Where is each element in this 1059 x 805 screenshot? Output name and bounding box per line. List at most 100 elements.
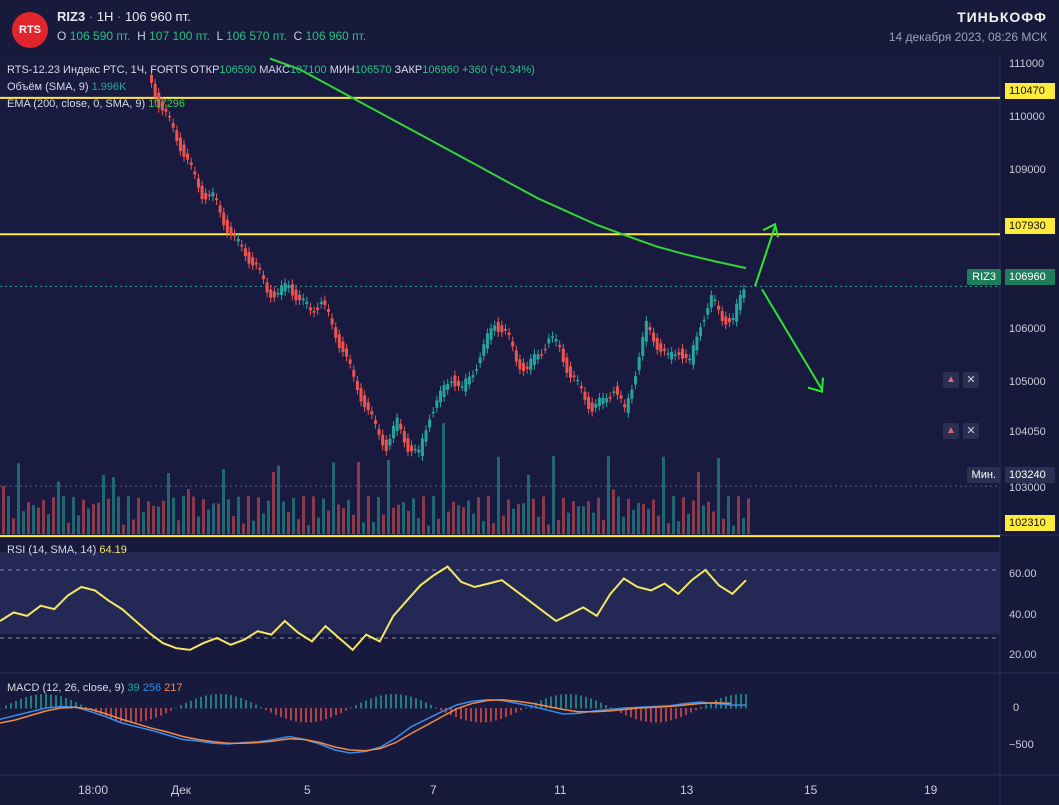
macd-hist-bar bbox=[500, 708, 502, 720]
volume-bar bbox=[227, 499, 230, 534]
candle bbox=[550, 336, 554, 338]
volume-bar bbox=[117, 496, 120, 534]
volume-bar bbox=[2, 486, 5, 534]
macd-hist-bar bbox=[345, 708, 347, 711]
candle bbox=[641, 337, 645, 356]
interval[interactable]: 1H bbox=[96, 9, 114, 24]
rsi-tick: 20.00 bbox=[1009, 649, 1037, 661]
candle bbox=[637, 357, 641, 371]
chart-area[interactable]: RTS-12.23 Индекс РТС, 1Ч, FORTS ОТКР1065… bbox=[0, 56, 1059, 805]
volume-bar bbox=[727, 496, 730, 534]
candle bbox=[319, 302, 323, 304]
macd-hist-bar bbox=[645, 708, 647, 722]
arrow-up-head bbox=[762, 222, 779, 238]
volume-bar bbox=[507, 499, 510, 534]
macd-hist-bar bbox=[75, 702, 77, 709]
candle bbox=[431, 411, 435, 414]
candle bbox=[507, 332, 511, 336]
volume-bar bbox=[12, 518, 15, 534]
candle bbox=[500, 325, 504, 333]
candle bbox=[395, 417, 399, 432]
candle bbox=[207, 194, 211, 197]
macd-hist-bar bbox=[635, 708, 637, 720]
bell-icon[interactable]: ▲ bbox=[943, 423, 959, 439]
candle bbox=[738, 295, 742, 310]
candle bbox=[438, 390, 442, 403]
volume-bar bbox=[372, 521, 375, 534]
candle bbox=[153, 83, 157, 98]
volume-bar bbox=[282, 501, 285, 534]
volume-bar bbox=[362, 522, 365, 534]
macd-hist-bar bbox=[550, 696, 552, 709]
candle bbox=[699, 327, 703, 337]
volume-bar bbox=[302, 496, 305, 534]
macd-hist-bar bbox=[610, 707, 612, 709]
symbol[interactable]: RIZ3 bbox=[57, 9, 86, 24]
candle bbox=[388, 438, 392, 446]
volume-bar bbox=[552, 456, 555, 534]
macd-hist-bar bbox=[20, 698, 22, 709]
legend-low-label: МИН bbox=[329, 64, 355, 76]
macd-hist-bar bbox=[300, 708, 302, 723]
candle bbox=[290, 284, 294, 296]
time-tick: Дек bbox=[171, 783, 192, 797]
volume-bar bbox=[602, 519, 605, 534]
candle bbox=[590, 402, 594, 412]
macd-hist-bar bbox=[670, 708, 672, 721]
volume-bar bbox=[322, 498, 325, 534]
candle bbox=[359, 388, 363, 402]
volume-bar bbox=[432, 496, 435, 534]
macd-hist-bar bbox=[195, 698, 197, 709]
macd-hist-bar bbox=[660, 708, 662, 723]
volume-bar bbox=[257, 497, 260, 534]
candle bbox=[540, 354, 544, 356]
volume-bar bbox=[92, 504, 95, 534]
volume-bar bbox=[607, 456, 610, 534]
volume-bar bbox=[347, 499, 350, 534]
volume-bar bbox=[187, 488, 190, 534]
volume-bar bbox=[287, 511, 290, 534]
candle bbox=[489, 328, 493, 340]
macd-hist-bar bbox=[285, 708, 287, 719]
volume-bar bbox=[697, 472, 700, 534]
macd-hist-bar bbox=[255, 704, 257, 709]
volume-bar bbox=[177, 520, 180, 534]
candle bbox=[493, 325, 497, 331]
chart-canvas[interactable] bbox=[0, 56, 1059, 805]
macd-hist-bar bbox=[310, 708, 312, 723]
volume-bar bbox=[42, 500, 45, 534]
macd-hist-bar bbox=[405, 695, 407, 709]
close-icon[interactable]: ✕ bbox=[963, 423, 979, 439]
level-label[interactable]: 102310 bbox=[1005, 515, 1055, 531]
macd-hist-bar bbox=[625, 708, 627, 716]
candle bbox=[561, 348, 565, 363]
volume-bar bbox=[512, 508, 515, 534]
candle bbox=[215, 198, 219, 201]
volume-bar bbox=[242, 523, 245, 534]
macd-hist-bar bbox=[240, 698, 242, 709]
macd-hist-bar bbox=[520, 708, 522, 711]
candle bbox=[460, 386, 464, 388]
candle bbox=[200, 185, 204, 200]
candle bbox=[583, 391, 587, 400]
close-icon[interactable]: ✕ bbox=[963, 372, 979, 388]
candle bbox=[601, 397, 605, 405]
volume-bar bbox=[522, 503, 525, 534]
macd-hist-bar bbox=[130, 708, 132, 723]
volume-bar bbox=[207, 509, 210, 534]
candle bbox=[720, 311, 724, 321]
level-label[interactable]: 110470 bbox=[1005, 83, 1055, 99]
macd-hist-bar bbox=[50, 694, 52, 709]
bell-icon[interactable]: ▲ bbox=[943, 372, 959, 388]
volume-bar bbox=[582, 506, 585, 534]
macd-hist-bar bbox=[135, 708, 137, 723]
macd-hist-bar bbox=[475, 708, 477, 723]
legend-rsi: RSI (14, SMA, 14) 64.19 bbox=[7, 544, 127, 556]
volume-bar bbox=[292, 497, 295, 534]
macd-hist-bar bbox=[525, 707, 527, 709]
macd-hist-bar bbox=[575, 694, 577, 709]
candle bbox=[229, 226, 233, 235]
candle bbox=[709, 295, 713, 308]
level-label[interactable]: 107930 bbox=[1005, 218, 1055, 234]
candle bbox=[558, 345, 562, 348]
